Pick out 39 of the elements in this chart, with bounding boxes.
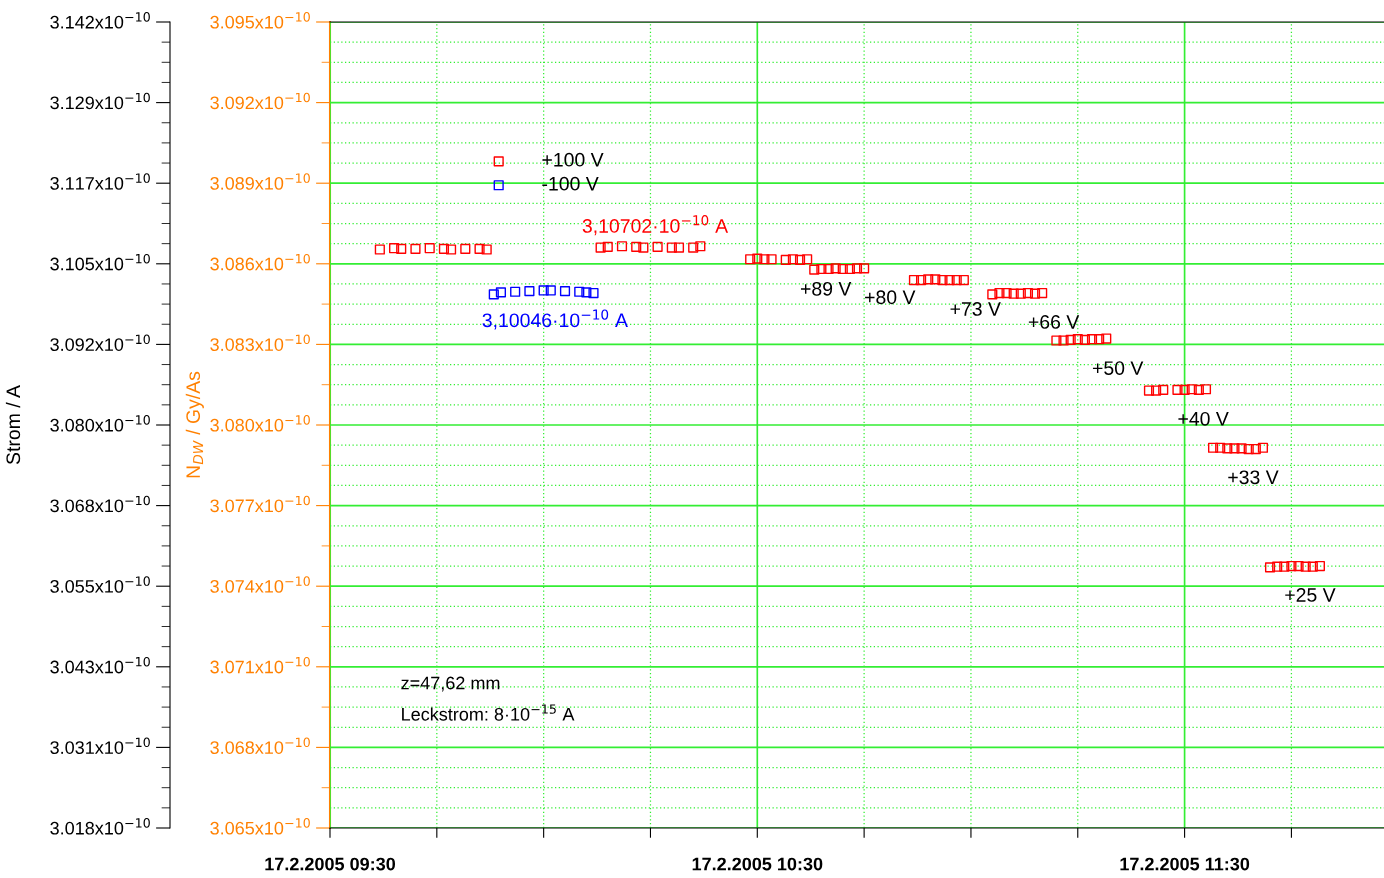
y-tick-label: 3.080x10$^{−10}$ [50, 415, 150, 432]
annotation: 3,10046·10$^{−10}$ A [482, 309, 628, 330]
y-tick-label: 3.129x10$^{−10}$ [50, 92, 150, 110]
y-tick-label: 3.018x10$^{−10}$ [50, 818, 150, 835]
annotation: +89 V [800, 281, 852, 296]
annotation: +73 V [950, 302, 1001, 316]
y2-tick-label: 3.071x10$^{−10}$ [210, 656, 310, 674]
y-tick-label: 3.142x10$^{−10}$ [50, 12, 150, 29]
annotation: Leckstrom: 8·10$^{−15}$ A [402, 704, 575, 721]
y2-tick-label: 3.095x10$^{−10}$ [210, 12, 310, 29]
y-tick-label: 3.043x10$^{−10}$ [50, 656, 150, 674]
annotation: +80 V [865, 290, 916, 305]
y2-tick-label: 3.065x10$^{−10}$ [210, 818, 310, 835]
y-tick-label: 3.117x10$^{−10}$ [50, 173, 150, 190]
annotation: z=47,62 mm [401, 676, 500, 692]
y-tick-label: 3.092x10$^{−10}$ [50, 334, 150, 351]
y2-tick-label: 3.092x10$^{−10}$ [210, 92, 310, 110]
y2-tick-label: 3.068x10$^{−10}$ [210, 737, 310, 754]
y-tick-label: 3.105x10$^{−10}$ [50, 253, 150, 271]
y2-tick-label: 3.086x10$^{−10}$ [210, 253, 310, 271]
legend-label: +100 V [542, 152, 604, 167]
y2-tick-label: 3.089x10$^{−10}$ [210, 173, 310, 190]
x-tick-label: 17.2.2005 11:30 [1120, 857, 1250, 871]
x-tick-label: 17.2.2005 09:30 [265, 857, 396, 871]
y2-tick-label: 3.080x10$^{−10}$ [210, 415, 310, 432]
y2-axis-title: N$_{DW}$ / Gy/As [185, 371, 204, 478]
y-tick-label: 3.055x10$^{−10}$ [50, 576, 150, 593]
annotation: +33 V [1228, 470, 1279, 485]
y-tick-label: 3.068x10$^{−10}$ [50, 495, 150, 513]
y2-tick-label: 3.077x10$^{−10}$ [210, 495, 310, 513]
y-tick-label: 3.031x10$^{−10}$ [50, 737, 150, 754]
y-axis-title: Strom / A [5, 385, 21, 465]
annotation: +50 V [1092, 361, 1144, 375]
x-tick-label: 17.2.2005 10:30 [692, 857, 823, 871]
y2-tick-label: 3.074x10$^{−10}$ [210, 576, 310, 593]
y2-tick-label: 3.083x10$^{−10}$ [210, 334, 310, 351]
annotation: +66 V [1028, 315, 1080, 329]
annotation: 3,10702·10$^{−10}$ A [582, 215, 729, 236]
annotation: +25 V [1285, 588, 1336, 602]
